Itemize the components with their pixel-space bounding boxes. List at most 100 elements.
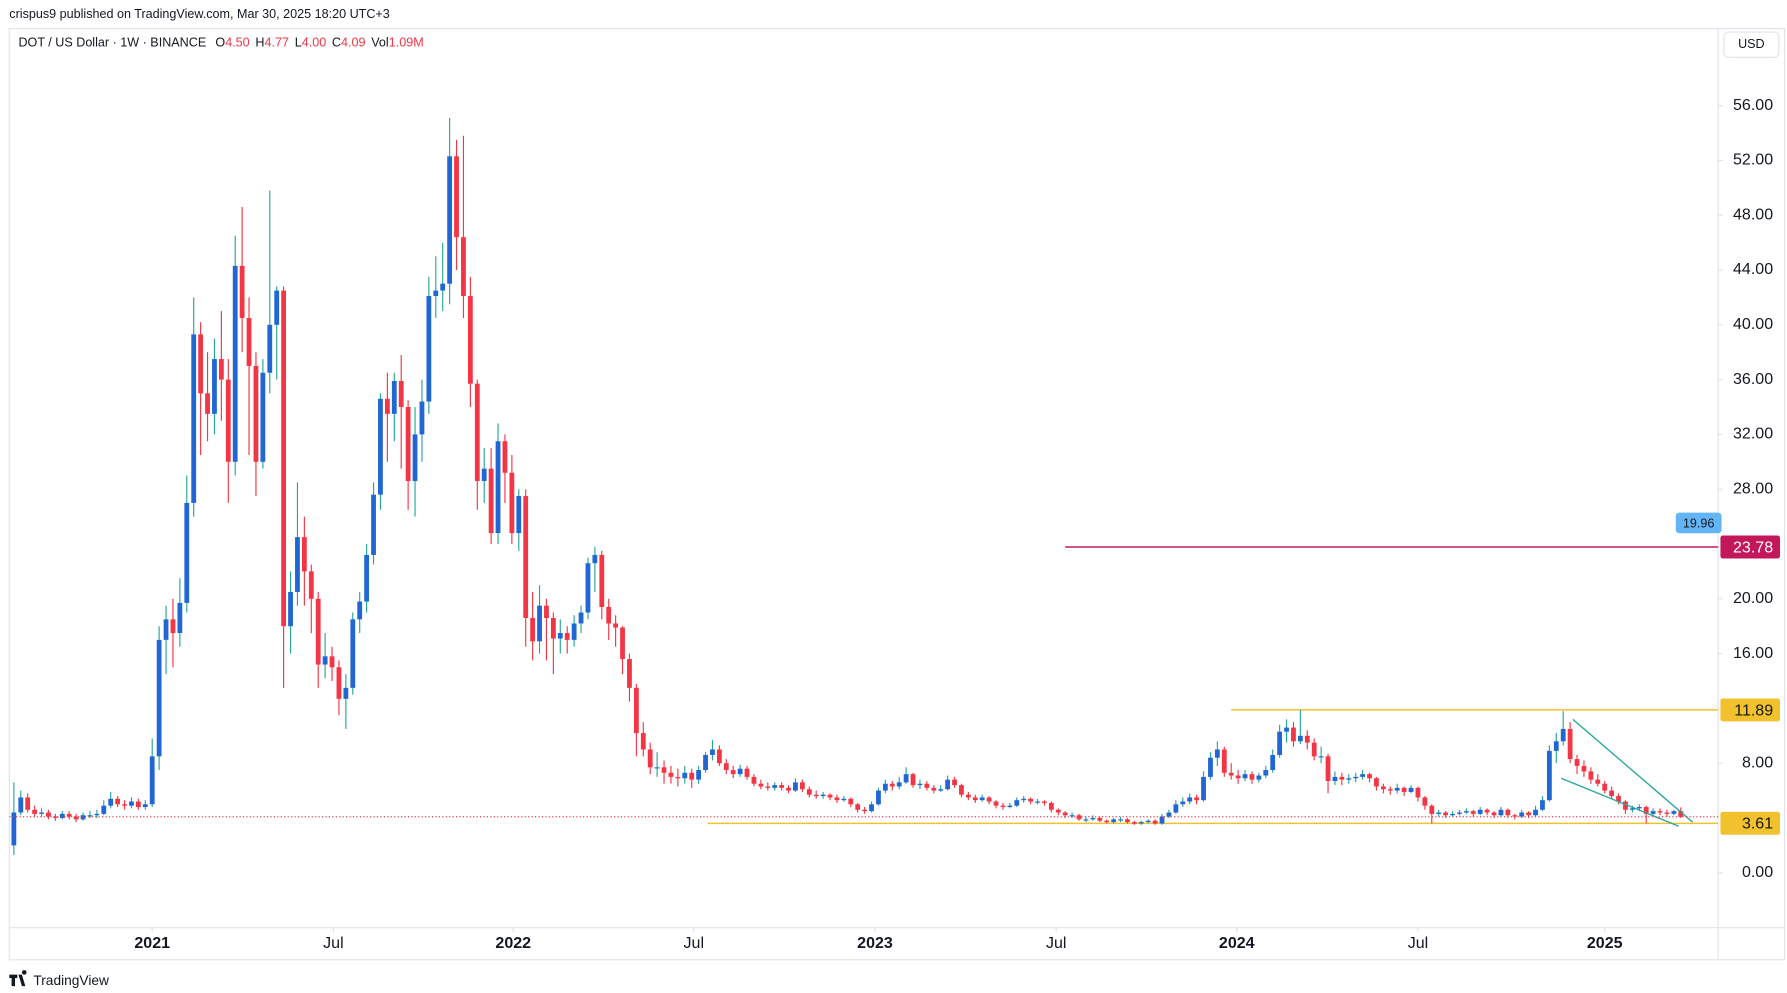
candle-body xyxy=(1657,811,1663,813)
legend-key: C xyxy=(332,36,341,50)
candle-body xyxy=(1014,800,1020,806)
candle-body xyxy=(1380,786,1386,790)
candle-body xyxy=(1277,731,1283,755)
candle-body xyxy=(675,776,681,779)
candle-body xyxy=(274,290,280,325)
candle-body xyxy=(1235,775,1241,779)
candle-body xyxy=(135,801,141,808)
candle-body xyxy=(419,401,425,435)
candle-body xyxy=(1048,802,1054,810)
candle-body xyxy=(993,801,999,806)
candle-body xyxy=(474,383,480,481)
candle-body xyxy=(986,797,992,802)
candle-body xyxy=(550,617,556,639)
candle-body xyxy=(1387,789,1393,791)
candle-body xyxy=(1443,812,1449,816)
candle-body xyxy=(1000,805,1006,808)
candle-body xyxy=(384,398,390,414)
candle-body xyxy=(1021,798,1027,801)
candle-body xyxy=(481,468,487,481)
candle-body xyxy=(578,612,584,624)
candle-body xyxy=(239,265,245,318)
candle-body xyxy=(488,468,494,534)
candle-body xyxy=(682,772,688,779)
candle-body xyxy=(1125,819,1130,823)
candle-body xyxy=(910,774,916,786)
y-tick-label: 48.00 xyxy=(1733,205,1773,223)
candle-body xyxy=(1533,809,1538,816)
candle-body xyxy=(848,798,854,805)
candle-body xyxy=(979,797,985,801)
candle-body xyxy=(378,398,383,495)
candle-body xyxy=(426,296,432,402)
candle-body xyxy=(1242,774,1248,779)
candle-body xyxy=(1304,735,1310,743)
candle-body xyxy=(1069,815,1075,817)
y-tick-label: 0.00 xyxy=(1742,863,1773,881)
candle-body xyxy=(661,767,667,773)
candle-body xyxy=(606,607,612,624)
candle-body xyxy=(723,763,729,771)
candle-body xyxy=(889,783,895,787)
candle-body xyxy=(343,687,349,699)
candle-body xyxy=(862,809,868,812)
candle-body xyxy=(1166,812,1172,817)
candle-body xyxy=(1256,775,1262,780)
candle-body xyxy=(820,794,826,797)
candle-body xyxy=(205,393,210,414)
candle-body xyxy=(1512,815,1518,817)
legend-key: Vol xyxy=(371,36,389,50)
candle-body xyxy=(461,237,466,297)
candle-body xyxy=(938,789,944,791)
candle-body xyxy=(799,782,805,790)
candle-body xyxy=(765,786,771,788)
price-box-label: 23.78 xyxy=(1733,538,1773,556)
candle-body xyxy=(1581,765,1587,772)
candle-body xyxy=(633,687,639,734)
trend-line xyxy=(1572,718,1693,823)
candle-body xyxy=(1097,817,1103,821)
x-tick-label: Jul xyxy=(323,934,343,952)
candle-body xyxy=(1367,774,1372,779)
candle-body xyxy=(467,296,473,384)
candle-body xyxy=(1505,809,1511,816)
candle-body xyxy=(1339,776,1345,780)
candle-body xyxy=(232,265,238,462)
alert-box xyxy=(1675,512,1722,534)
candle-body xyxy=(1201,776,1206,801)
candle-body xyxy=(1062,812,1068,816)
candle-body xyxy=(640,733,646,750)
candle-body xyxy=(696,770,702,780)
candle-body xyxy=(945,779,951,790)
x-tick-label: 2025 xyxy=(1587,934,1623,952)
symbol-legend: DOT / US Dollar · 1W · BINANCE O4.50 H4.77… xyxy=(18,36,423,50)
x-tick-label: Jul xyxy=(684,934,704,952)
candle-body xyxy=(1145,820,1151,823)
price-box-label: 3.61 xyxy=(1742,815,1773,833)
candle-body xyxy=(1028,798,1034,802)
candle-body xyxy=(571,623,577,640)
candle-body xyxy=(1595,779,1601,784)
candle-body xyxy=(253,365,259,462)
candle-body xyxy=(87,815,93,817)
candle-body xyxy=(1491,812,1497,816)
candle-body xyxy=(1083,819,1089,821)
y-tick-label: 32.00 xyxy=(1733,425,1773,443)
candle-body xyxy=(813,794,819,797)
candle-body xyxy=(433,290,439,297)
candle-body xyxy=(1429,805,1435,814)
candle-body xyxy=(191,334,197,503)
candle-body xyxy=(972,797,978,801)
candle-body xyxy=(11,812,17,846)
candle-body xyxy=(267,324,273,373)
plot xyxy=(11,117,1719,855)
candle-body xyxy=(834,797,840,801)
candle-body xyxy=(530,617,536,642)
candle-body xyxy=(537,605,542,642)
candle-body xyxy=(1422,797,1428,806)
candle-body xyxy=(336,667,342,699)
candle-body xyxy=(1042,801,1047,803)
candle-body xyxy=(647,749,653,768)
candle-body xyxy=(1553,741,1559,751)
